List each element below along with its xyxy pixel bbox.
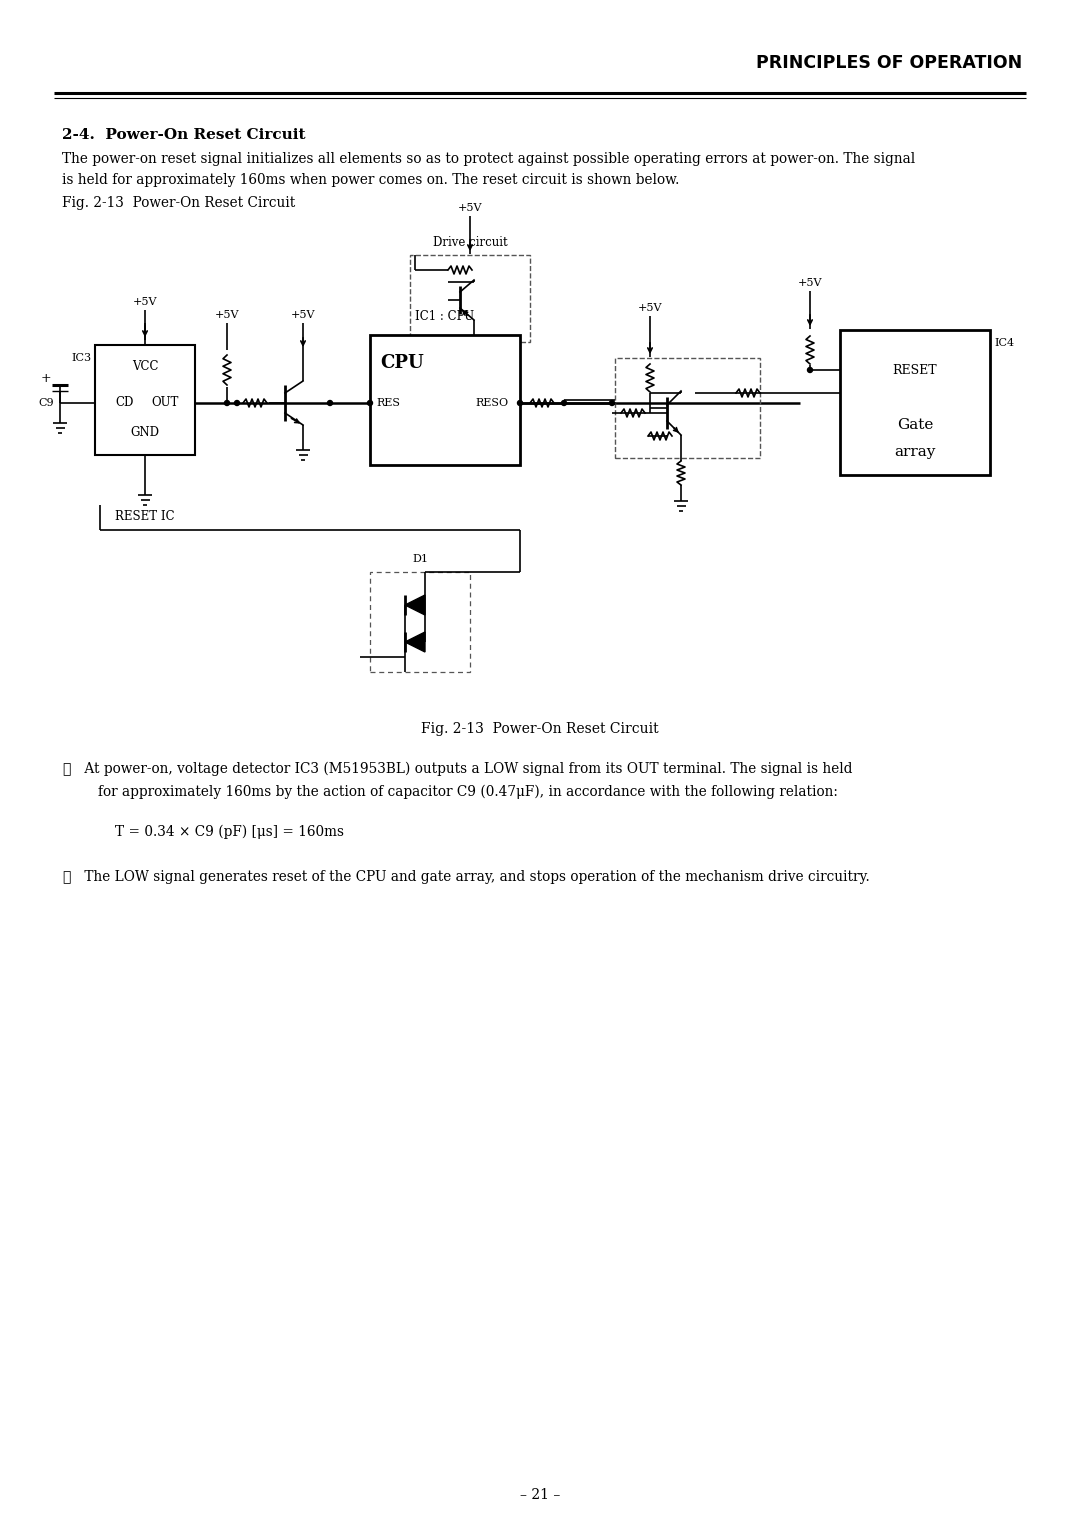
Bar xyxy=(370,571,470,672)
Text: PRINCIPLES OF OPERATION: PRINCIPLES OF OPERATION xyxy=(756,53,1022,72)
Text: IC3: IC3 xyxy=(72,353,92,364)
Text: array: array xyxy=(894,445,935,458)
Text: The LOW signal generates reset of the CPU and gate array, and stops operation of: The LOW signal generates reset of the CP… xyxy=(80,869,869,885)
Text: +5V: +5V xyxy=(133,296,158,307)
Text: Fig. 2-13  Power-On Reset Circuit: Fig. 2-13 Power-On Reset Circuit xyxy=(62,196,295,209)
Text: Drive circuit: Drive circuit xyxy=(433,237,508,249)
Bar xyxy=(370,335,519,465)
Text: OUT: OUT xyxy=(151,396,178,410)
Text: IC4: IC4 xyxy=(994,338,1014,348)
Text: RESET: RESET xyxy=(893,364,937,376)
Bar xyxy=(95,345,195,455)
Text: T = 0.34 × C9 (pF) [μs] = 160ms: T = 0.34 × C9 (pF) [μs] = 160ms xyxy=(114,825,345,839)
Text: The power-on reset signal initializes all elements so as to protect against poss: The power-on reset signal initializes al… xyxy=(62,151,915,167)
Text: is held for approximately 160ms when power comes on. The reset circuit is shown : is held for approximately 160ms when pow… xyxy=(62,173,679,186)
Text: – 21 –: – 21 – xyxy=(519,1488,561,1502)
Text: IC1 : CPU: IC1 : CPU xyxy=(416,310,474,324)
Circle shape xyxy=(225,400,229,405)
Text: C9: C9 xyxy=(38,397,54,408)
Text: +5V: +5V xyxy=(458,203,483,212)
Text: for approximately 160ms by the action of capacitor C9 (0.47μF), in accordance wi: for approximately 160ms by the action of… xyxy=(98,785,838,799)
Bar xyxy=(840,330,990,475)
Text: VCC: VCC xyxy=(132,361,159,373)
Circle shape xyxy=(327,400,333,405)
Circle shape xyxy=(609,400,615,405)
Text: Gate: Gate xyxy=(896,419,933,432)
Text: CD: CD xyxy=(116,396,134,410)
Polygon shape xyxy=(405,594,426,614)
Text: GND: GND xyxy=(131,426,160,440)
Text: 2-4.  Power-On Reset Circuit: 2-4. Power-On Reset Circuit xyxy=(62,128,306,142)
Text: D1: D1 xyxy=(411,555,428,564)
Text: RES: RES xyxy=(376,397,400,408)
Text: +5V: +5V xyxy=(291,310,315,319)
Bar xyxy=(410,255,530,342)
Text: ②: ② xyxy=(62,869,70,885)
Text: At power-on, voltage detector IC3 (M51953BL) outputs a LOW signal from its OUT t: At power-on, voltage detector IC3 (M5195… xyxy=(80,762,852,776)
Text: CPU: CPU xyxy=(380,354,423,371)
Circle shape xyxy=(808,368,812,373)
Text: RESET IC: RESET IC xyxy=(116,510,175,523)
Circle shape xyxy=(234,400,240,405)
Polygon shape xyxy=(405,633,426,652)
Bar xyxy=(615,358,760,458)
Circle shape xyxy=(562,400,567,405)
Text: +: + xyxy=(41,373,52,385)
Text: +5V: +5V xyxy=(215,310,240,319)
Text: ①: ① xyxy=(62,762,70,776)
Text: +5V: +5V xyxy=(638,303,662,313)
Circle shape xyxy=(367,400,373,405)
Text: +5V: +5V xyxy=(798,278,822,287)
Text: RESO: RESO xyxy=(475,397,509,408)
Text: Fig. 2-13  Power-On Reset Circuit: Fig. 2-13 Power-On Reset Circuit xyxy=(421,723,659,736)
Circle shape xyxy=(517,400,523,405)
